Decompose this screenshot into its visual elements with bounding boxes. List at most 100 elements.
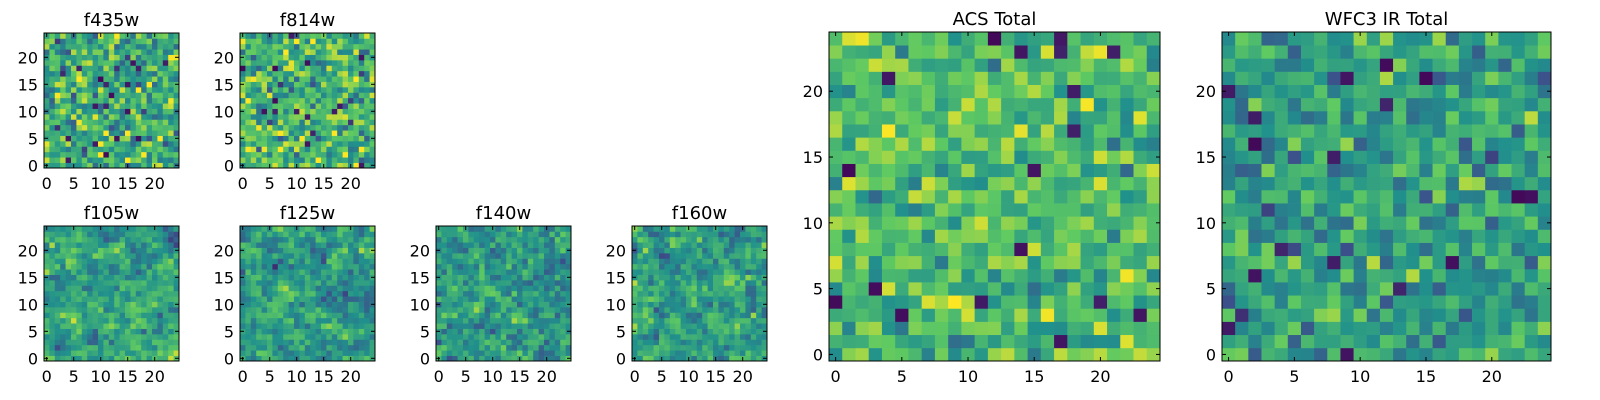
heatmap-cell [675, 263, 681, 270]
heatmap-cell [1498, 176, 1512, 191]
heatmap-cell [441, 301, 448, 308]
heatmap-cell [299, 60, 306, 66]
heatmap-cell [119, 290, 126, 297]
heatmap-cell [1406, 163, 1420, 178]
heatmap-cell [1040, 255, 1055, 270]
heatmap-cell [256, 87, 262, 93]
heatmap-cell [256, 70, 262, 77]
heatmap-cell [157, 130, 164, 136]
heatmap-cell [961, 268, 975, 283]
heatmap-cell [669, 274, 676, 281]
heatmap-cell [921, 124, 936, 138]
heatmap-cell [756, 231, 762, 238]
heatmap-cell [855, 45, 870, 59]
heatmap-cell [162, 280, 169, 286]
heatmap-cell [54, 135, 61, 142]
heatmap-cell [44, 317, 50, 324]
heatmap-cell [484, 258, 491, 265]
heatmap-cell [1300, 203, 1315, 217]
heatmap-cell [119, 285, 126, 292]
heatmap-cell [829, 216, 843, 230]
heatmap-cell [1067, 255, 1081, 270]
heatmap-cell [495, 317, 502, 324]
heatmap-cell [457, 274, 464, 281]
heatmap-cell [283, 355, 289, 362]
heatmap-cell [114, 103, 120, 109]
heatmap-cell [294, 38, 300, 45]
heatmap-cell [87, 103, 93, 109]
heatmap-cell [855, 163, 870, 178]
heatmap-cell [436, 263, 442, 270]
heatmap-cell [54, 242, 61, 248]
heatmap-cell [696, 328, 703, 335]
heatmap-cell [60, 124, 66, 131]
heatmap-cell [1445, 216, 1460, 230]
heatmap-cell [533, 280, 539, 286]
heatmap-cell [479, 231, 485, 238]
heatmap-cell [495, 242, 502, 248]
heatmap-cell [250, 355, 257, 362]
heatmap-cell [1511, 347, 1526, 362]
heatmap-cell [358, 108, 365, 115]
heatmap-cell [734, 301, 741, 308]
heatmap-cell [141, 38, 147, 45]
heatmap-cell [842, 163, 856, 178]
heatmap-cell [921, 97, 936, 112]
heatmap-cell [315, 119, 322, 126]
heatmap-cell [659, 285, 665, 292]
heatmap-cell [353, 54, 360, 61]
heatmap-cell [114, 151, 120, 158]
heatmap-cell [987, 110, 1002, 125]
heatmap-cell [103, 43, 110, 50]
heatmap-cell [294, 285, 300, 292]
heatmap-cell [337, 162, 343, 169]
heatmap-cell [680, 274, 687, 281]
heatmap-cell [250, 274, 257, 281]
heatmap-cell [76, 263, 83, 270]
x-tick-label: 15 [1024, 367, 1044, 386]
heatmap-cell [135, 157, 142, 163]
heatmap-cell [299, 247, 306, 254]
heatmap-cell [1393, 347, 1407, 362]
heatmap-cell [1248, 189, 1262, 204]
heatmap-cell [103, 258, 110, 265]
heatmap-cell [1054, 255, 1068, 270]
heatmap-cell [729, 274, 735, 281]
heatmap-cell [506, 285, 512, 292]
heatmap-cell [337, 43, 343, 50]
heatmap-cell [283, 60, 289, 66]
heatmap-cell [168, 317, 174, 324]
heatmap-cell [108, 157, 115, 163]
heatmap-cell [141, 328, 147, 335]
heatmap-cell [691, 312, 698, 319]
heatmap-cell [342, 103, 349, 109]
heatmap-cell [119, 242, 126, 248]
heatmap-cell [152, 339, 158, 346]
heatmap-cell [1080, 255, 1095, 270]
heatmap-cell [130, 242, 137, 248]
heatmap-cell [54, 70, 61, 77]
heatmap-cell [135, 307, 142, 313]
heatmap-cell [304, 54, 311, 61]
heatmap-cell [103, 130, 110, 136]
heatmap-cell [740, 253, 746, 259]
heatmap-cell [261, 97, 268, 104]
y-tick-label: 0 [224, 156, 234, 175]
heatmap-cell [157, 124, 164, 131]
heatmap-cell [500, 285, 507, 292]
heatmap-cell [76, 344, 83, 351]
heatmap-cell [632, 350, 638, 356]
heatmap-cell [533, 247, 539, 254]
heatmap-cell [119, 253, 126, 259]
heatmap-cell [369, 92, 376, 99]
heatmap-cell [686, 247, 692, 254]
heatmap-cell [65, 334, 72, 340]
heatmap-cell [125, 92, 131, 99]
heatmap-cell [240, 92, 246, 99]
heatmap-cell [173, 43, 180, 50]
heatmap-cell [157, 103, 164, 109]
heatmap-cell [723, 263, 730, 270]
heatmap-cell [500, 301, 507, 308]
heatmap-cell [549, 328, 556, 335]
heatmap-cell [1393, 216, 1407, 230]
